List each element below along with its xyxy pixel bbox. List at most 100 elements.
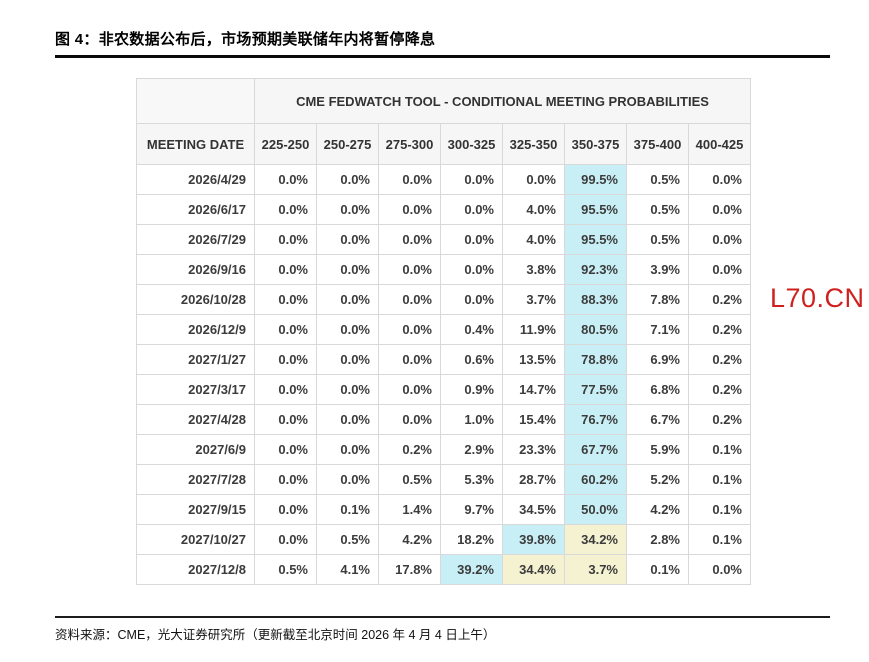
- prob-cell: 0.0%: [316, 224, 379, 255]
- prob-cell: 0.1%: [316, 494, 379, 525]
- prob-cell: 9.7%: [440, 494, 503, 525]
- table-row: 2026/7/29 0.0% 0.0% 0.0% 0.0% 4.0% 95.5% 0.5% 0.…: [136, 224, 751, 255]
- rate-range-header: 250-275: [316, 123, 379, 165]
- meeting-date-cell: 2027/6/9: [136, 434, 255, 465]
- prob-cell: 4.0%: [502, 224, 565, 255]
- prob-cell: 0.2%: [688, 284, 751, 315]
- prob-cell: 80.5%: [564, 314, 627, 345]
- rate-range-header: 300-325: [440, 123, 503, 165]
- prob-cell: 0.1%: [688, 524, 751, 555]
- rate-range-header: 225-250: [254, 123, 317, 165]
- prob-cell: 0.6%: [440, 344, 503, 375]
- prob-cell: 0.0%: [378, 344, 441, 375]
- prob-cell: 0.0%: [378, 164, 441, 195]
- prob-cell: 76.7%: [564, 404, 627, 435]
- prob-cell: 7.1%: [626, 314, 689, 345]
- prob-cell: 0.0%: [688, 224, 751, 255]
- prob-cell: 0.0%: [688, 254, 751, 285]
- meeting-date-cell: 2026/12/9: [136, 314, 255, 345]
- prob-cell: 0.0%: [316, 254, 379, 285]
- prob-cell: 0.0%: [254, 224, 317, 255]
- prob-cell: 3.9%: [626, 254, 689, 285]
- prob-cell: 0.0%: [254, 434, 317, 465]
- prob-cell: 0.0%: [254, 344, 317, 375]
- prob-cell: 39.8%: [502, 524, 565, 555]
- prob-cell: 6.9%: [626, 344, 689, 375]
- meeting-date-header: MEETING DATE: [136, 123, 255, 165]
- prob-cell: 0.1%: [688, 494, 751, 525]
- prob-cell: 0.0%: [440, 224, 503, 255]
- prob-cell: 34.2%: [564, 524, 627, 555]
- prob-cell: 14.7%: [502, 374, 565, 405]
- prob-cell: 0.1%: [626, 554, 689, 585]
- table-row: 2026/12/9 0.0% 0.0% 0.0% 0.4% 11.9% 80.5% 7.1% 0…: [136, 314, 751, 345]
- meeting-date-cell: 2027/10/27: [136, 524, 255, 555]
- prob-cell: 34.5%: [502, 494, 565, 525]
- table-row: 2026/4/29 0.0% 0.0% 0.0% 0.0% 0.0% 99.5% 0.5% 0.…: [136, 164, 751, 195]
- prob-cell: 50.0%: [564, 494, 627, 525]
- fedwatch-table: CME FEDWATCH TOOL - CONDITIONAL MEETING …: [136, 78, 751, 585]
- prob-cell: 88.3%: [564, 284, 627, 315]
- meeting-date-cell: 2027/1/27: [136, 344, 255, 375]
- prob-cell: 7.8%: [626, 284, 689, 315]
- prob-cell: 0.0%: [254, 164, 317, 195]
- prob-cell: 99.5%: [564, 164, 627, 195]
- prob-cell: 6.7%: [626, 404, 689, 435]
- prob-cell: 17.8%: [378, 554, 441, 585]
- watermark: L70.CN: [770, 283, 865, 313]
- table-row: 2027/7/28 0.0% 0.0% 0.5% 5.3% 28.7% 60.2% 5.2% 0…: [136, 464, 751, 495]
- prob-cell: 2.8%: [626, 524, 689, 555]
- prob-cell: 0.0%: [378, 254, 441, 285]
- prob-cell: 15.4%: [502, 404, 565, 435]
- prob-cell: 0.0%: [254, 374, 317, 405]
- prob-cell: 23.3%: [502, 434, 565, 465]
- prob-cell: 3.7%: [564, 554, 627, 585]
- rate-range-header: 350-375: [564, 123, 627, 165]
- prob-cell: 4.2%: [378, 524, 441, 555]
- prob-cell: 0.0%: [688, 164, 751, 195]
- prob-cell: 0.9%: [440, 374, 503, 405]
- table-corner-cell: [136, 78, 255, 124]
- prob-cell: 0.0%: [440, 164, 503, 195]
- prob-cell: 0.5%: [626, 194, 689, 225]
- prob-cell: 0.0%: [440, 254, 503, 285]
- prob-cell: 0.2%: [688, 314, 751, 345]
- prob-cell: 28.7%: [502, 464, 565, 495]
- prob-cell: 95.5%: [564, 224, 627, 255]
- meeting-date-cell: 2026/10/28: [136, 284, 255, 315]
- prob-cell: 0.2%: [688, 404, 751, 435]
- table-band-row: CME FEDWATCH TOOL - CONDITIONAL MEETING …: [136, 78, 751, 124]
- table-row: 2027/10/27 0.0% 0.5% 4.2% 18.2% 39.8% 34.2% 2.8…: [136, 524, 751, 555]
- rate-range-header: 325-350: [502, 123, 565, 165]
- table-row: 2026/6/17 0.0% 0.0% 0.0% 0.0% 4.0% 95.5% 0.5% 0.…: [136, 194, 751, 225]
- prob-cell: 0.4%: [440, 314, 503, 345]
- prob-cell: 0.0%: [378, 194, 441, 225]
- prob-cell: 4.1%: [316, 554, 379, 585]
- table-row: 2026/9/16 0.0% 0.0% 0.0% 0.0% 3.8% 92.3% 3.9% 0.…: [136, 254, 751, 285]
- table-row: 2026/10/28 0.0% 0.0% 0.0% 0.0% 3.7% 88.3% 7.8% 0…: [136, 284, 751, 315]
- prob-cell: 34.4%: [502, 554, 565, 585]
- prob-cell: 0.0%: [316, 374, 379, 405]
- prob-cell: 1.0%: [440, 404, 503, 435]
- prob-cell: 6.8%: [626, 374, 689, 405]
- table-row: 2027/3/17 0.0% 0.0% 0.0% 0.9% 14.7% 77.5% 6.8% 0…: [136, 374, 751, 405]
- prob-cell: 5.9%: [626, 434, 689, 465]
- prob-cell: 4.2%: [626, 494, 689, 525]
- table-title: CME FEDWATCH TOOL - CONDITIONAL MEETING …: [254, 78, 751, 124]
- prob-cell: 11.9%: [502, 314, 565, 345]
- table-row: 2027/6/9 0.0% 0.0% 0.2% 2.9% 23.3% 67.7% 5.9% 0.…: [136, 434, 751, 465]
- prob-cell: 0.5%: [378, 464, 441, 495]
- rate-range-header: 400-425: [688, 123, 751, 165]
- prob-cell: 0.0%: [688, 554, 751, 585]
- prob-cell: 0.2%: [378, 434, 441, 465]
- source-note: 资料来源：CME，光大证券研究所（更新截至北京时间 2026 年 4 月 4 日…: [55, 628, 496, 642]
- prob-cell: 2.9%: [440, 434, 503, 465]
- prob-cell: 0.5%: [316, 524, 379, 555]
- prob-cell: 0.0%: [254, 284, 317, 315]
- prob-cell: 0.0%: [316, 194, 379, 225]
- prob-cell: 0.0%: [378, 374, 441, 405]
- prob-cell: 78.8%: [564, 344, 627, 375]
- rate-range-header: 375-400: [626, 123, 689, 165]
- prob-cell: 0.0%: [378, 314, 441, 345]
- prob-cell: 3.7%: [502, 284, 565, 315]
